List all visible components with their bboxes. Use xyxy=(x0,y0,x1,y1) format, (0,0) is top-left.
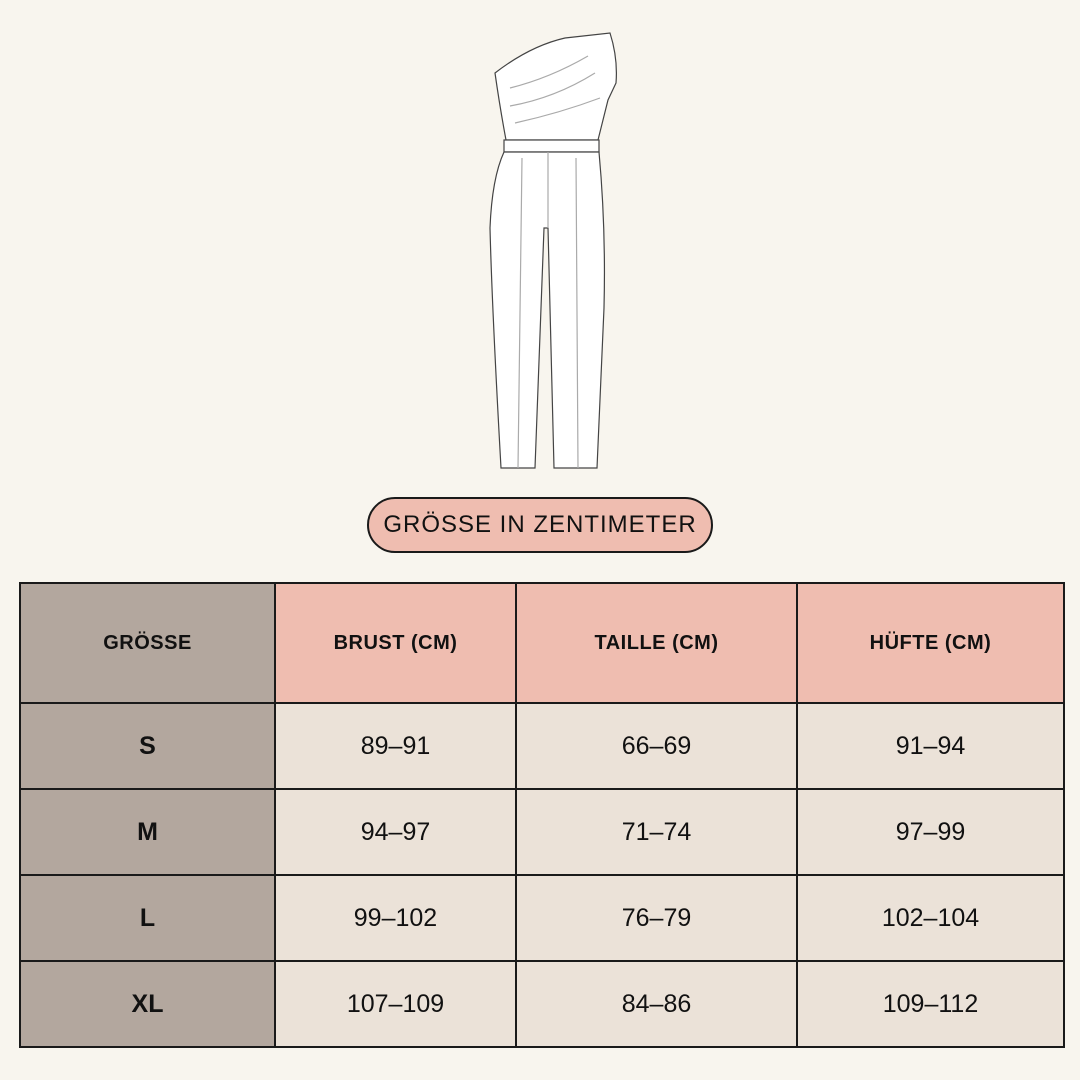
measure-cell: 102–104 xyxy=(796,874,1065,962)
measure-cell: 89–91 xyxy=(274,702,517,790)
measure-cell: 84–86 xyxy=(515,960,798,1048)
measure-cell: 91–94 xyxy=(796,702,1065,790)
measure-cell: 66–69 xyxy=(515,702,798,790)
badge: GRÖSSE IN ZENTIMETER xyxy=(367,497,713,553)
size-cell: S xyxy=(19,702,276,790)
table-row: M 94–97 71–74 97–99 xyxy=(19,788,1065,876)
measure-cell: 107–109 xyxy=(274,960,517,1048)
size-cell: M xyxy=(19,788,276,876)
size-cell: L xyxy=(19,874,276,962)
measure-cell: 97–99 xyxy=(796,788,1065,876)
measure-cell: 99–102 xyxy=(274,874,517,962)
table-row: XL 107–109 84–86 109–112 xyxy=(19,960,1065,1048)
table-row: S 89–91 66–69 91–94 xyxy=(19,702,1065,790)
column-header: TAILLE (CM) xyxy=(515,582,798,704)
jumpsuit-illustration xyxy=(489,32,617,469)
measure-cell: 71–74 xyxy=(515,788,798,876)
measure-cell: 76–79 xyxy=(515,874,798,962)
column-header: BRUST (CM) xyxy=(274,582,517,704)
measure-cell: 109–112 xyxy=(796,960,1065,1048)
column-header: GRÖSSE xyxy=(19,582,276,704)
header-row: GRÖSSE BRUST (CM) TAILLE (CM) HÜFTE (CM) xyxy=(19,582,1065,704)
size-cell: XL xyxy=(19,960,276,1048)
column-header: HÜFTE (CM) xyxy=(796,582,1065,704)
measure-cell: 94–97 xyxy=(274,788,517,876)
table-row: L 99–102 76–79 102–104 xyxy=(19,874,1065,962)
